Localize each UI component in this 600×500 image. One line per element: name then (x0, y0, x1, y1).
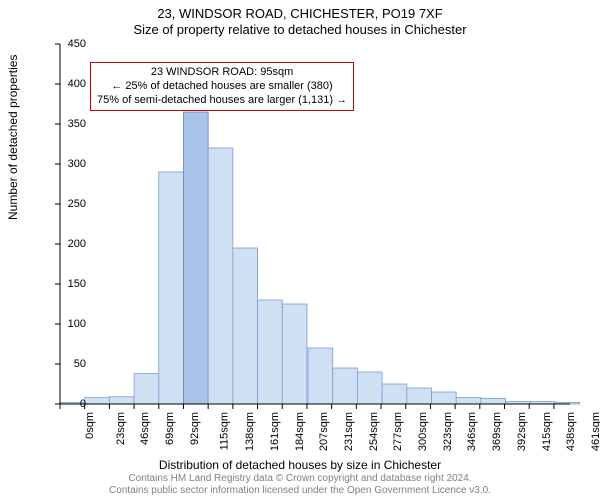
title-line-1: 23, WINDSOR ROAD, CHICHESTER, PO19 7XF (0, 6, 600, 21)
callout-line-1: 23 WINDSOR ROAD: 95sqm (97, 66, 347, 80)
footer-line-2: Contains public sector information licen… (0, 485, 600, 497)
x-tick-label: 231sqm (343, 412, 355, 451)
x-axis-label: Distribution of detached houses by size … (0, 458, 600, 472)
y-tick-label: 400 (56, 78, 86, 90)
x-tick-label: 277sqm (392, 412, 404, 451)
y-axis-label: Number of detached properties (6, 55, 20, 220)
y-tick-label: 300 (56, 158, 86, 170)
x-tick-label: 461sqm (590, 412, 600, 451)
footer-attribution: Contains HM Land Registry data © Crown c… (0, 473, 600, 497)
x-tick-label: 69sqm (164, 412, 176, 445)
x-tick-label: 415sqm (541, 412, 553, 451)
x-tick-label: 323sqm (442, 412, 454, 451)
x-tick-label: 346sqm (467, 412, 479, 451)
y-tick-label: 150 (56, 278, 86, 290)
y-tick-label: 350 (56, 118, 86, 130)
x-tick-label: 392sqm (516, 412, 528, 451)
callout-line-3: 75% of semi-detached houses are larger (… (97, 94, 347, 108)
footer-line-1: Contains HM Land Registry data © Crown c… (0, 473, 600, 485)
x-tick-label: 300sqm (417, 412, 429, 451)
y-tick-label: 100 (56, 318, 86, 330)
x-tick-label: 207sqm (318, 412, 330, 451)
y-tick-label: 200 (56, 238, 86, 250)
x-tick-label: 254sqm (368, 412, 380, 451)
x-tick-label: 438sqm (565, 412, 577, 451)
x-tick-label: 115sqm (219, 412, 231, 450)
x-tick-label: 46sqm (139, 412, 151, 445)
x-tick-label: 184sqm (294, 412, 306, 451)
title-line-2: Size of property relative to detached ho… (0, 22, 600, 37)
property-callout-box: 23 WINDSOR ROAD: 95sqm ← 25% of detached… (90, 62, 354, 111)
x-tick-label: 23sqm (115, 412, 127, 445)
x-tick-label: 0sqm (84, 412, 96, 439)
y-tick-label: 450 (56, 38, 86, 50)
y-tick-label: 250 (56, 198, 86, 210)
y-tick-label: 50 (56, 358, 86, 370)
x-tick-label: 161sqm (269, 412, 281, 451)
x-tick-label: 92sqm (189, 412, 201, 445)
y-tick-label: 0 (56, 398, 86, 410)
x-tick-label: 138sqm (244, 412, 256, 451)
x-tick-label: 369sqm (491, 412, 503, 451)
chart-title-block: 23, WINDSOR ROAD, CHICHESTER, PO19 7XF S… (0, 0, 600, 37)
callout-line-2: ← 25% of detached houses are smaller (38… (97, 80, 347, 94)
